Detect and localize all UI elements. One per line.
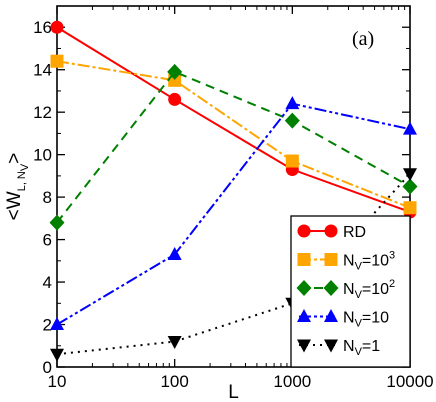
legend-marker-nv10 (297, 309, 311, 322)
y-tick-label: 12 (33, 103, 52, 122)
data-point-nv100 (49, 214, 65, 231)
x-tick-label: 10000 (386, 372, 433, 391)
data-point-nv100 (402, 178, 418, 195)
y-tick-label: 10 (33, 146, 52, 165)
data-point-rd (50, 20, 64, 34)
legend-label-sub: V (355, 261, 363, 273)
legend-label-rest: =10 (362, 253, 389, 270)
data-point-nv1 (50, 348, 64, 362)
legend-label-nv1000: NV=103 (343, 250, 395, 273)
x-tick-label: 1000 (273, 372, 311, 391)
y-axis-title-sub: L, N (16, 171, 28, 191)
legend-item-nv10: NV=10 (297, 309, 389, 330)
series-line-rd (56, 26, 411, 213)
data-point-nv10 (167, 246, 182, 260)
panel-label: (a) (352, 28, 374, 50)
y-tick-label: 6 (43, 231, 52, 250)
legend-marker-rd (297, 224, 311, 238)
legend-label-rest: =10 (362, 310, 389, 327)
data-point-nv1 (167, 336, 182, 350)
series-nv10 (50, 96, 417, 331)
series-line-nv100 (56, 70, 411, 224)
legend-item-nv100: NV=102 (296, 278, 395, 301)
legend-label-rest: =1 (362, 338, 380, 355)
legend-item-nv1000: NV=103 (297, 250, 395, 273)
y-axis-title-subsub: V (19, 163, 31, 171)
y-tick-label: 4 (43, 273, 52, 292)
x-tick-label: 10 (48, 372, 67, 391)
legend-label-main: N (343, 281, 355, 298)
data-point-rd (168, 92, 182, 106)
legend-label-nv10: NV=10 (343, 310, 389, 330)
series-nv1000 (50, 54, 417, 215)
y-tick-label: 0 (43, 358, 52, 377)
legend-label-sub: V (355, 289, 363, 301)
data-point-nv100 (284, 112, 300, 129)
y-axis-title: <WL, NV> (4, 153, 31, 221)
series-line-nv1000 (56, 60, 411, 209)
y-tick-label: 14 (33, 61, 52, 80)
data-point-nv10 (403, 121, 417, 135)
data-point-nv100 (167, 63, 183, 80)
y-axis-title-close: > (4, 153, 25, 164)
legend-marker-nv1 (324, 339, 338, 353)
legend-marker-nv1000 (297, 253, 311, 266)
data-point-nv1 (403, 168, 417, 182)
legend-label-rd: RD (343, 224, 366, 241)
legend-label-sub: V (355, 346, 363, 358)
series-rd (50, 20, 417, 219)
y-tick-label: 2 (43, 316, 52, 335)
legend-label-main: RD (343, 224, 366, 241)
y-tick-label: 8 (43, 188, 52, 207)
data-point-nv1000 (285, 154, 299, 168)
legend-label-rest: =10 (362, 281, 389, 298)
data-point-nv10 (285, 96, 300, 110)
legend-label-sup: 2 (389, 278, 395, 290)
legend-label-main: N (343, 338, 355, 355)
y-tick-label: 16 (33, 18, 52, 37)
legend-marker-nv1 (297, 339, 311, 353)
data-point-nv1000 (50, 54, 64, 68)
x-tick-label: 100 (160, 372, 188, 391)
legend-label-main: N (343, 253, 355, 270)
y-axis-title-main: <W (4, 191, 25, 220)
legend-label-nv100: NV=102 (343, 278, 395, 301)
data-point-nv10 (50, 317, 64, 331)
data-point-nv1000 (403, 201, 417, 215)
legend-item-rd: RD (297, 224, 366, 241)
legend-marker-nv100 (323, 280, 339, 296)
legend-label-sup: 3 (389, 250, 395, 262)
legend-marker-nv100 (296, 280, 312, 296)
legend-marker-nv1000 (324, 253, 338, 266)
legend-marker-nv10 (324, 309, 338, 322)
legend-label-main: N (343, 310, 355, 327)
legend-label-nv1: NV=1 (343, 338, 380, 358)
legend-marker-rd (324, 224, 338, 238)
series-nv100 (49, 63, 418, 231)
legend-label-sub: V (355, 318, 363, 330)
axes: 0 2 4 6 8 10 12 14 16 10 100 1000 10000 (33, 5, 434, 391)
x-axis-title: L (228, 382, 239, 402)
series-line-nv10 (56, 102, 411, 326)
legend-item-nv1: NV=1 (297, 338, 380, 358)
legend-box (290, 215, 411, 368)
